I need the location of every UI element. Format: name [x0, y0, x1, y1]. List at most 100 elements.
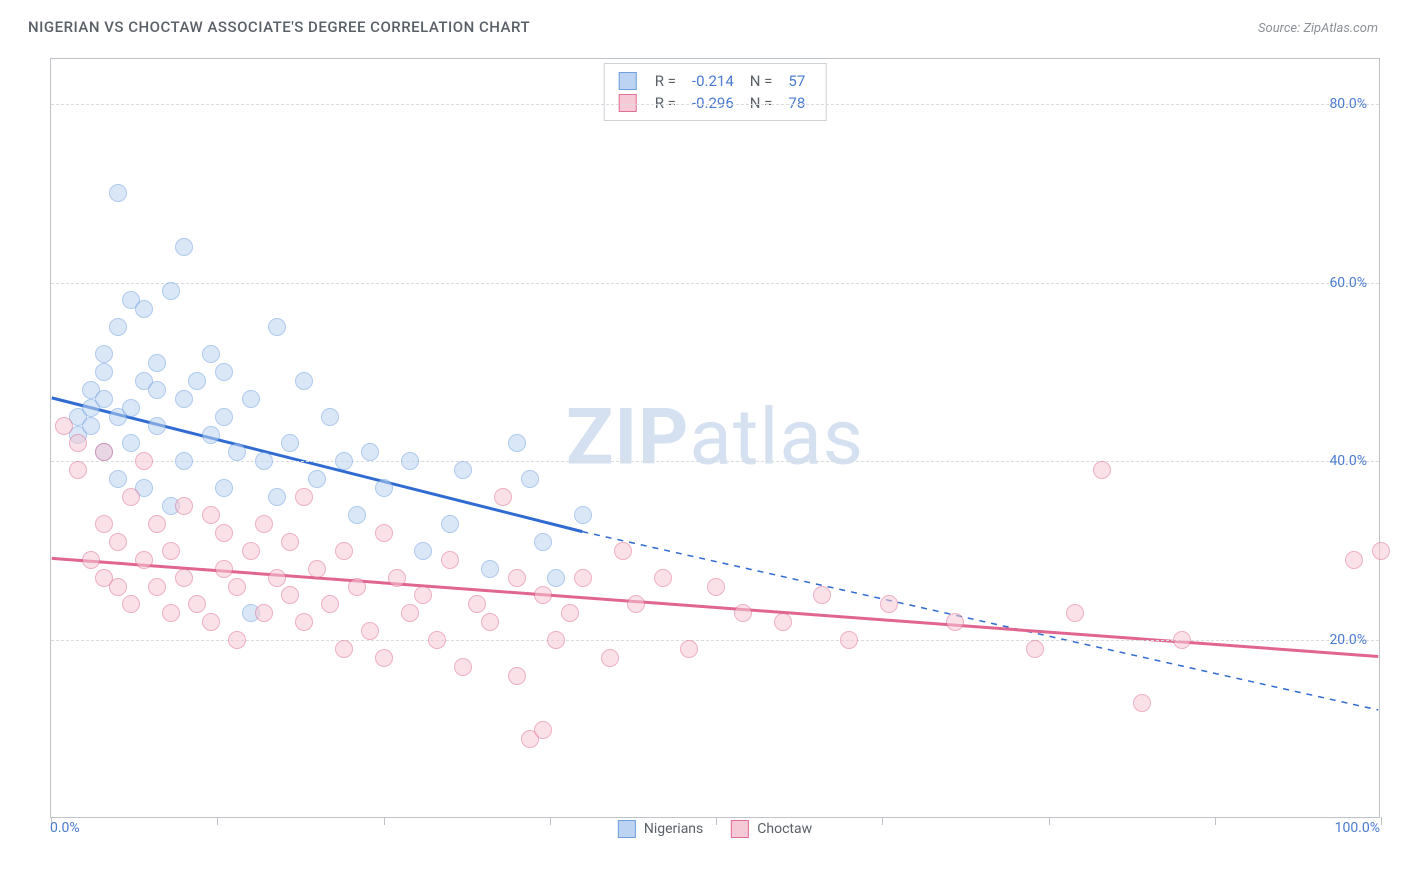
- legend-swatch: [731, 820, 749, 838]
- data-point: [946, 613, 964, 631]
- data-point: [335, 452, 353, 470]
- y-tick-label: 20.0%: [1329, 632, 1367, 648]
- source-label: Source: ZipAtlas.com: [1258, 21, 1378, 36]
- y-tick-label: 60.0%: [1329, 275, 1367, 291]
- data-point: [335, 542, 353, 560]
- data-point: [281, 533, 299, 551]
- data-point: [268, 318, 286, 336]
- data-point: [1133, 694, 1151, 712]
- source-prefix: Source:: [1258, 21, 1303, 36]
- x-axis-max-label: 100.0%: [1335, 820, 1380, 836]
- data-point: [175, 497, 193, 515]
- gridline: [51, 461, 1379, 462]
- data-point: [281, 586, 299, 604]
- data-point: [228, 578, 246, 596]
- data-point: [135, 300, 153, 318]
- data-point: [1345, 551, 1363, 569]
- legend-swatch: [618, 820, 636, 838]
- data-point: [122, 488, 140, 506]
- data-point: [175, 452, 193, 470]
- data-point: [601, 649, 619, 667]
- data-point: [215, 560, 233, 578]
- data-point: [215, 363, 233, 381]
- data-point: [109, 533, 127, 551]
- data-point: [481, 560, 499, 578]
- data-point: [547, 631, 565, 649]
- data-point: [654, 569, 672, 587]
- data-point: [162, 604, 180, 622]
- data-point: [188, 372, 206, 390]
- data-point: [401, 604, 419, 622]
- y-tick-label: 80.0%: [1329, 96, 1367, 112]
- data-point: [348, 506, 366, 524]
- data-point: [148, 381, 166, 399]
- data-point: [414, 542, 432, 560]
- data-point: [188, 595, 206, 613]
- data-point: [508, 434, 526, 452]
- r-value: -0.214: [686, 72, 740, 90]
- data-point: [335, 640, 353, 658]
- data-point: [202, 345, 220, 363]
- legend-label: Nigerians: [644, 821, 703, 837]
- data-point: [95, 443, 113, 461]
- data-point: [255, 515, 273, 533]
- data-point: [454, 461, 472, 479]
- data-point: [175, 238, 193, 256]
- data-point: [175, 390, 193, 408]
- data-point: [148, 417, 166, 435]
- data-point: [840, 631, 858, 649]
- data-point: [109, 578, 127, 596]
- data-point: [1173, 631, 1191, 649]
- data-point: [375, 649, 393, 667]
- series-legend: Nigerians Choctaw: [618, 820, 812, 838]
- data-point: [109, 470, 127, 488]
- gridline: [51, 104, 1379, 105]
- legend-label: Choctaw: [757, 821, 812, 837]
- data-point: [215, 408, 233, 426]
- data-point: [734, 604, 752, 622]
- data-point: [414, 586, 432, 604]
- data-point: [361, 622, 379, 640]
- legend-item: Choctaw: [731, 820, 812, 838]
- data-point: [95, 363, 113, 381]
- chart-title: NIGERIAN VS CHOCTAW ASSOCIATE'S DEGREE C…: [28, 18, 530, 36]
- data-point: [574, 569, 592, 587]
- data-point: [55, 417, 73, 435]
- data-point: [561, 604, 579, 622]
- data-point: [95, 345, 113, 363]
- data-point: [441, 515, 459, 533]
- data-point: [268, 569, 286, 587]
- data-point: [202, 506, 220, 524]
- data-point: [148, 354, 166, 372]
- data-point: [82, 551, 100, 569]
- x-tick: [1381, 817, 1382, 825]
- data-point: [202, 426, 220, 444]
- data-point: [255, 452, 273, 470]
- data-point: [95, 515, 113, 533]
- data-point: [680, 640, 698, 658]
- data-point: [574, 506, 592, 524]
- data-point: [308, 560, 326, 578]
- watermark-atlas: atlas: [689, 393, 864, 484]
- gridline: [51, 283, 1379, 284]
- data-point: [813, 586, 831, 604]
- data-point: [69, 461, 87, 479]
- data-point: [375, 524, 393, 542]
- data-point: [508, 569, 526, 587]
- data-point: [481, 613, 499, 631]
- data-point: [109, 318, 127, 336]
- data-point: [428, 631, 446, 649]
- data-point: [82, 417, 100, 435]
- data-point: [534, 721, 552, 739]
- data-point: [375, 479, 393, 497]
- data-point: [122, 595, 140, 613]
- data-point: [295, 488, 313, 506]
- data-point: [774, 613, 792, 631]
- legend-item: Nigerians: [618, 820, 703, 838]
- source-name: ZipAtlas.com: [1303, 21, 1378, 36]
- data-point: [228, 631, 246, 649]
- chart-area: ZIPatlas R =-0.214N =57R =-0.296N =78 20…: [50, 58, 1380, 818]
- data-point: [69, 434, 87, 452]
- data-point: [175, 569, 193, 587]
- data-point: [135, 551, 153, 569]
